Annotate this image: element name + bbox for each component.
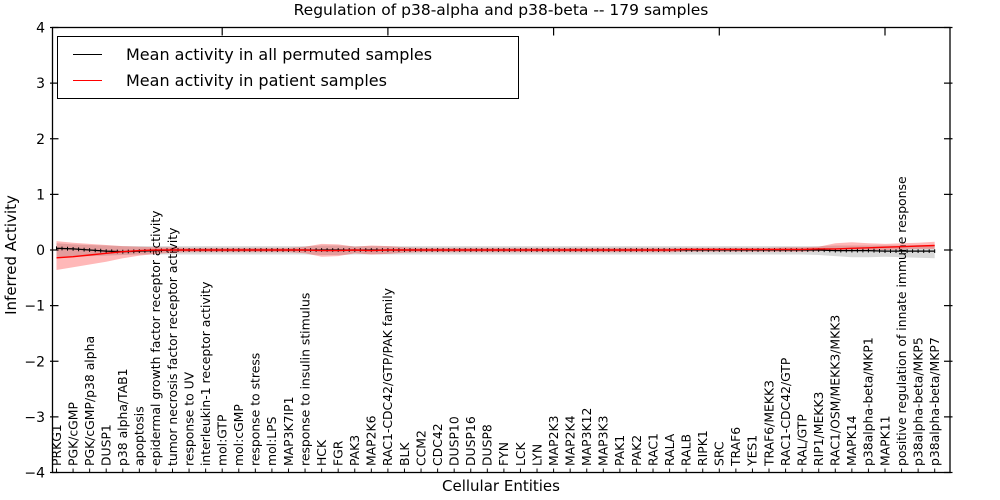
x-tick-label: RIP1/MEKK3 <box>811 392 826 466</box>
legend-label-permuted: Mean activity in all permuted samples <box>126 44 433 64</box>
x-tick-label: response to insulin stimulus <box>297 293 312 466</box>
x-tick-label: apoptosis <box>132 406 147 466</box>
x-tick-label: PRKG1 <box>49 424 64 466</box>
x-tick-label: FYN <box>496 442 511 466</box>
y-tick-label: −2 <box>24 354 45 370</box>
x-tick-label: TRAF6 <box>728 427 743 467</box>
red-line-swatch <box>73 80 102 82</box>
x-tick-label: SRC <box>712 441 727 466</box>
x-tick-label: mol:cGMP <box>231 404 246 466</box>
x-tick-label: FGR <box>330 440 345 466</box>
x-tick-label: p38 alpha/TAB1 <box>115 368 130 466</box>
x-tick-label: PAK1 <box>612 435 627 466</box>
x-tick-label: interleukin-1 receptor activity <box>198 282 213 466</box>
y-tick-label: −1 <box>24 299 45 315</box>
chart-title: Regulation of p38-alpha and p38-beta -- … <box>293 1 709 19</box>
x-tick-label: PAK2 <box>629 435 644 466</box>
y-tick-label: 2 <box>36 132 45 148</box>
x-tick-label: response to UV <box>181 371 196 466</box>
x-tick-label: RAC1-CDC42/GTP/PAK family <box>380 288 395 466</box>
y-tick-label: 1 <box>36 187 45 203</box>
x-tick-label: epidermal growth factor receptor activit… <box>148 210 163 466</box>
x-tick-label: MAPK11 <box>877 415 892 466</box>
x-tick-label: RALA <box>662 433 677 466</box>
x-tick-label: MAP2K4 <box>562 415 577 466</box>
x-tick-label: DUSP1 <box>99 424 114 466</box>
permuted-band <box>56 243 935 259</box>
x-tick-label: DUSP8 <box>480 424 495 466</box>
x-tick-label: DUSP10 <box>446 416 461 466</box>
x-tick-label: RAL/GTP <box>794 414 809 466</box>
x-tick-label: HCK <box>314 439 329 466</box>
legend-label-patient: Mean activity in patient samples <box>126 71 387 91</box>
x-tick-label: p38alpha-beta/MKP7 <box>927 337 942 466</box>
y-tick-label: −3 <box>24 410 45 426</box>
x-tick-label: MAPK14 <box>844 415 859 466</box>
x-tick-label: LYN <box>529 444 544 466</box>
x-axis-label: Cellular Entities <box>442 477 560 495</box>
x-tick-label: mol:GTP <box>215 414 230 466</box>
y-tick-label: 3 <box>36 76 45 92</box>
patient-band <box>56 241 935 270</box>
x-tick-label: CDC42 <box>430 423 445 466</box>
x-tick-label: PGK/cGMP/p38 alpha <box>82 336 97 466</box>
x-tick-label: positive regulation of innate immune res… <box>894 176 909 466</box>
x-tick-label: RAC1/OSM/MEKK3/MKK3 <box>828 315 843 466</box>
y-axis-label: Inferred Activity <box>2 195 20 315</box>
x-tick-label: RAC1 <box>645 433 660 466</box>
x-tick-label: MAP2K6 <box>364 415 379 466</box>
legend-item-permuted: Mean activity in all permuted samples <box>73 45 518 64</box>
x-tick-label: MAP3K12 <box>579 408 594 466</box>
x-tick-label: RALB <box>678 434 693 466</box>
x-tick-label: response to stress <box>248 353 263 466</box>
patient-line <box>56 244 935 259</box>
legend-item-patient: Mean activity in patient samples <box>73 71 518 90</box>
x-tick-label: mol:LPS <box>264 416 279 466</box>
x-tick-label: RIPK1 <box>695 430 710 466</box>
x-tick-label: CCM2 <box>413 430 428 466</box>
x-tick-label: p38alpha-beta/MKP1 <box>861 337 876 466</box>
x-tick-label: LCK <box>513 441 528 466</box>
x-tick-label: RAC1-CDC42/GTP <box>778 357 793 466</box>
x-tick-label: MAP2K3 <box>546 415 561 466</box>
x-tick-label: YES1 <box>745 435 760 467</box>
x-tick-label: tumor necrosis factor receptor activity <box>165 227 180 466</box>
black-line-swatch <box>73 53 102 55</box>
legend: Mean activity in all permuted samples Me… <box>57 36 519 99</box>
x-tick-label: DUSP16 <box>463 416 478 466</box>
y-tick-label: 0 <box>36 243 45 259</box>
x-tick-label: p38alpha-beta/MKP5 <box>910 337 925 466</box>
x-tick-label: PGK/cGMP <box>65 402 80 466</box>
y-tick-label: 4 <box>36 21 45 37</box>
x-tick-label: PAK3 <box>347 435 362 466</box>
x-tick-label: MAP3K7IP1 <box>281 396 296 466</box>
y-tick-label: −4 <box>24 466 45 482</box>
x-tick-label: BLK <box>397 442 412 466</box>
x-tick-label: MAP3K3 <box>596 415 611 466</box>
x-tick-label: TRAF6/MEKK3 <box>761 380 776 467</box>
